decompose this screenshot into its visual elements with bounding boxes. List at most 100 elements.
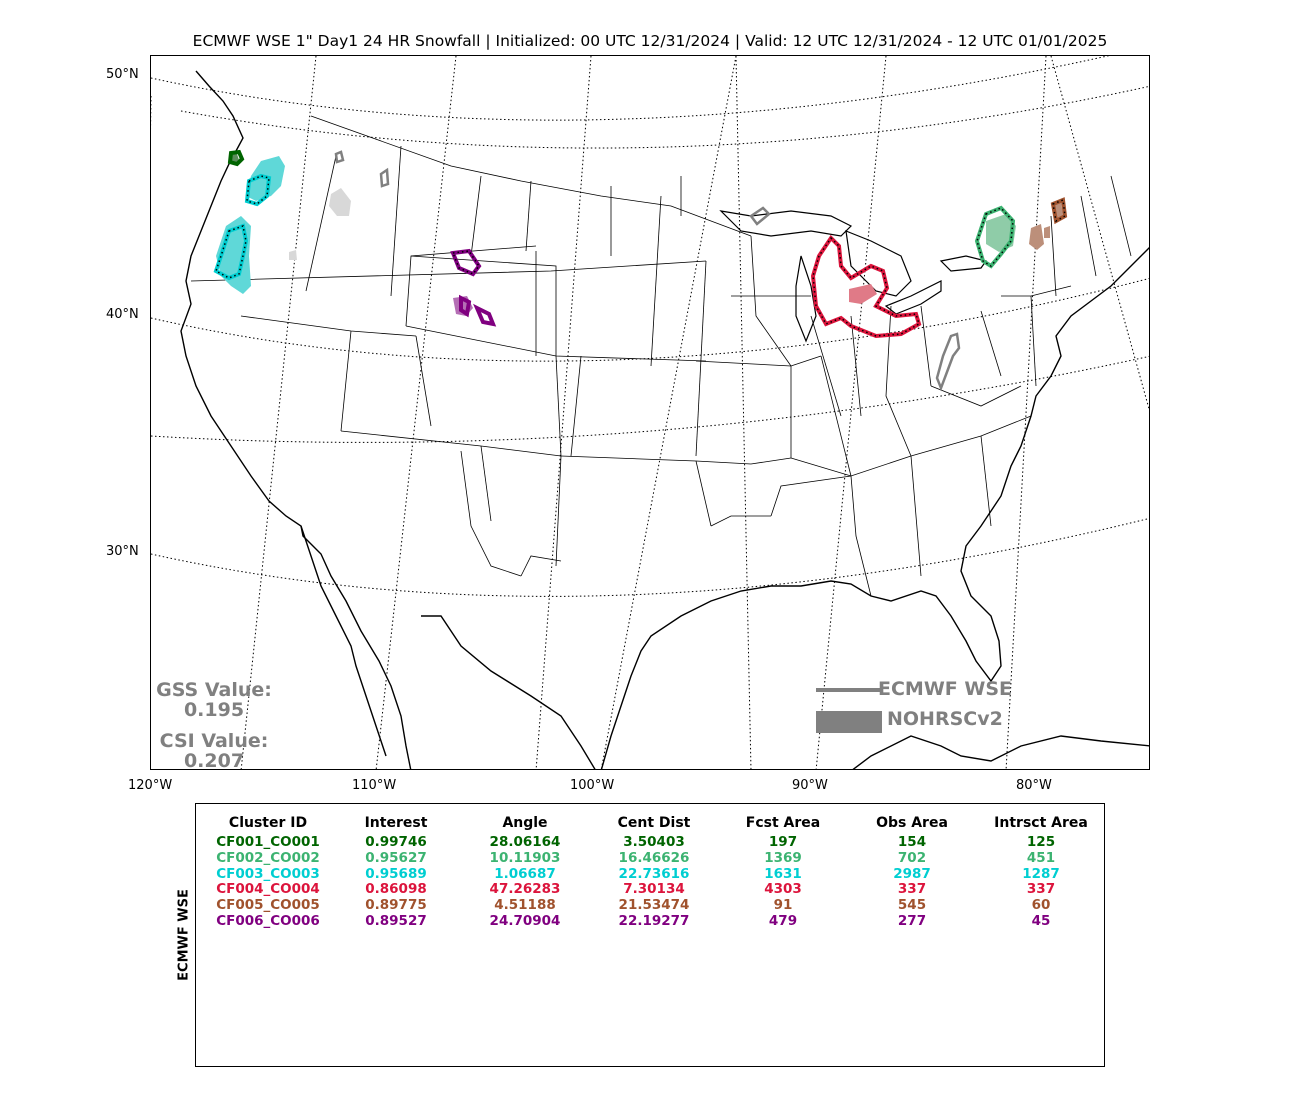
lon-label-120w: 120°W (128, 778, 173, 793)
fcst-cf003-washington (244, 173, 272, 207)
cell-cent-dist: 21.53474 (618, 897, 690, 914)
map-legend (816, 688, 882, 733)
fcst-cf006-b (459, 294, 472, 318)
lat-label-50n: 50°N (106, 67, 139, 82)
parallel-30n (151, 517, 1149, 597)
cell-cent-dist: 16.46626 (618, 849, 690, 866)
meridian-80w (1050, 56, 1149, 411)
cell-obs-area: 154 (897, 834, 927, 850)
cell-obs-area: 702 (897, 849, 927, 866)
legend-observed-swatch (816, 711, 882, 733)
header-cent-dist: Cent Dist (617, 815, 691, 831)
csi-value: 0.207 (183, 750, 245, 772)
fcst-cf001 (227, 149, 245, 167)
coastline (180, 70, 1149, 769)
cell-angle: 47.26283 (489, 881, 561, 898)
cell-obs-area: 2987 (893, 865, 931, 882)
cell-interest: 0.89775 (365, 897, 427, 914)
obs-unmatched-oregon (289, 250, 297, 260)
header-interest: Interest (364, 815, 428, 831)
map-frame (150, 55, 1150, 770)
lon-label-90w: 90°W (792, 778, 828, 793)
cell-angle: 24.70904 (489, 913, 561, 929)
cell-interest: 0.95689 (365, 865, 427, 882)
cell-cent-dist: 3.50403 (623, 834, 685, 850)
obs-cf005-a (1029, 224, 1044, 250)
cell-intrsct-area: 451 (1026, 849, 1056, 866)
lat-label-30n: 30°N (106, 544, 139, 559)
lat-label-40n: 40°N (106, 307, 139, 322)
cell-cluster-id: CF001_CO001 (216, 834, 320, 850)
forecast-clusters (213, 149, 1068, 392)
cell-intrsct-area: 45 (1031, 913, 1051, 929)
obs-unmatched-idaho (329, 188, 351, 216)
cell-cluster-id: CF002_CO002 (216, 849, 320, 866)
obs-cf005-b (1044, 226, 1050, 238)
cell-intrsct-area: 337 (1026, 881, 1056, 898)
fcst-unmatched-idaho (334, 150, 345, 164)
lon-label-110w: 110°W (352, 778, 397, 793)
header-angle: Angle (502, 815, 548, 831)
cell-angle: 1.06687 (494, 865, 556, 882)
cell-cent-dist: 22.19277 (618, 913, 690, 929)
cell-fcst-area: 4303 (764, 881, 802, 898)
cell-angle: 28.06164 (489, 834, 561, 850)
cell-cent-dist: 22.73616 (618, 865, 690, 882)
cell-fcst-area: 1631 (764, 865, 802, 882)
state-borders (190, 115, 1132, 597)
header-fcst-area: Fcst Area (745, 815, 821, 831)
chart-title: ECMWF WSE 1" Day1 24 HR Snowfall | Initi… (192, 32, 1108, 50)
lon-label-80w: 80°W (1016, 778, 1052, 793)
gss-value: 0.195 (183, 699, 245, 721)
legend-observed-label: NOHRSCv2 (887, 708, 1003, 730)
fcst-cf006-a (450, 248, 482, 277)
meridian-100w (600, 56, 737, 769)
cell-cluster-id: CF003_CO003 (216, 865, 320, 882)
header-obs-area: Obs Area (876, 815, 948, 831)
parallel-35n (151, 355, 1149, 443)
cell-cent-dist: 7.30134 (623, 881, 685, 898)
cell-angle: 10.11903 (489, 849, 561, 866)
graticule (151, 56, 1149, 769)
meridian-105w (535, 56, 592, 769)
obs-cf004 (849, 284, 877, 304)
cell-cluster-id: CF004_CO004 (216, 881, 320, 898)
observed-clusters (216, 153, 1063, 316)
legend-forecast-label: ECMWF WSE (878, 678, 1013, 700)
cell-cluster-id: CF005_CO005 (216, 897, 320, 914)
cell-fcst-area: 1369 (764, 849, 802, 866)
cell-interest: 0.95627 (365, 849, 427, 866)
cell-interest: 0.89527 (365, 913, 427, 929)
cell-obs-area: 277 (897, 913, 927, 929)
cell-obs-area: 545 (897, 897, 927, 914)
gss-label: GSS Value: (156, 679, 272, 701)
lon-label-100w: 100°W (570, 778, 615, 793)
cell-fcst-area: 91 (773, 897, 793, 914)
table-row-axis-label: ECMWF WSE (176, 889, 192, 981)
cell-intrsct-area: 1287 (1022, 865, 1060, 882)
parallel-45n (180, 85, 1149, 149)
stats-table (195, 803, 1105, 1067)
cell-fcst-area: 479 (768, 913, 798, 929)
fcst-cf006-c (473, 303, 497, 327)
header-cluster-id: Cluster ID (228, 815, 308, 831)
fcst-unmatched-ontario (749, 206, 771, 226)
header-intrsct-area: Intrsct Area (994, 815, 1088, 831)
fcst-unmatched-wv (935, 332, 961, 392)
fcst-unmatched-montana (379, 167, 390, 188)
meridian-85w (1005, 56, 1047, 769)
cell-intrsct-area: 60 (1031, 897, 1051, 914)
forecast-centroid-dots (215, 175, 1066, 337)
cell-cluster-id: CF006_CO006 (216, 913, 320, 929)
cell-fcst-area: 197 (768, 834, 798, 850)
fcst-cf005 (1050, 197, 1068, 225)
meridian-95w (735, 56, 752, 769)
parallel-40n (151, 277, 1149, 362)
cell-angle: 4.51188 (494, 897, 556, 914)
cell-interest: 0.86098 (365, 881, 427, 898)
csi-label: CSI Value: (159, 730, 269, 752)
cell-intrsct-area: 125 (1026, 834, 1056, 850)
map-canvas (151, 56, 1149, 769)
parallel-50n (151, 56, 1110, 121)
cell-interest: 0.99746 (365, 834, 427, 850)
